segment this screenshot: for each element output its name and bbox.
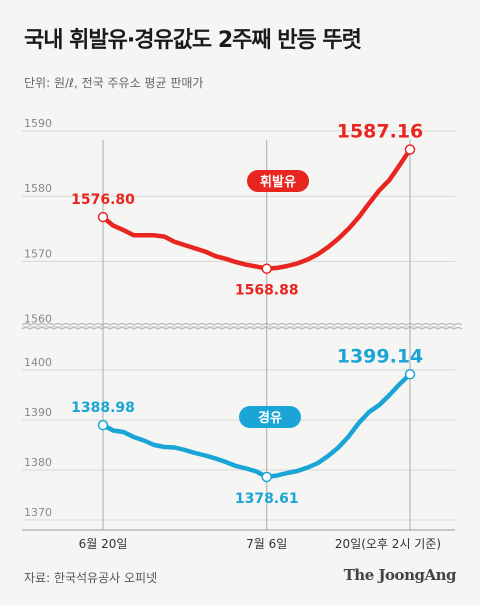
data-label: 1399.14: [337, 345, 424, 367]
data-point: [261, 471, 272, 483]
data-point: [97, 419, 109, 431]
legend-pill-gasoline: [247, 170, 309, 192]
x-tick-label: 20일(오후 2시 기준): [335, 537, 441, 551]
x-tick-label: 6월 20일: [79, 537, 128, 551]
legend-label: 경유: [258, 410, 282, 426]
lower-y-tick-label: 1400: [24, 356, 52, 369]
data-point: [261, 263, 272, 274]
upper-y-tick-label: 1560: [24, 313, 52, 326]
data-label: 1576.80: [71, 192, 135, 208]
x-tick-label: 7월 6일: [246, 537, 287, 551]
unit-note: 단위: 원/ℓ, 전국 주유소 평균 판매가: [24, 76, 204, 90]
axis-break-line: [21, 322, 463, 326]
axis-break-line: [21, 326, 463, 330]
upper-y-tick-label: 1580: [24, 182, 52, 195]
data-point: [97, 211, 109, 223]
data-label: 1378.61: [235, 491, 299, 507]
lower-y-tick-label: 1380: [24, 456, 52, 469]
data-label: 1568.88: [235, 283, 299, 299]
brand-logo: The JoongAng: [343, 566, 457, 584]
legend-pill-diesel: [239, 406, 301, 428]
data-point: [404, 144, 416, 155]
series-line-gasoline: [100, 147, 413, 271]
lower-y-tick-label: 1390: [24, 406, 52, 419]
data-label: 1388.98: [71, 400, 135, 416]
chart-title: 국내 휘발유·경유값도 2주째 반등 뚜렷: [24, 28, 362, 53]
source-note: 자료: 한국석유공사 오피넷: [24, 571, 158, 585]
legend-label: 휘발유: [260, 174, 296, 190]
series-line-diesel: [100, 372, 413, 480]
lower-y-tick-label: 1370: [24, 506, 52, 519]
data-point: [404, 369, 416, 380]
data-label: 1587.16: [337, 121, 424, 143]
upper-y-tick-label: 1590: [24, 117, 52, 130]
upper-y-tick-label: 1570: [24, 247, 52, 260]
